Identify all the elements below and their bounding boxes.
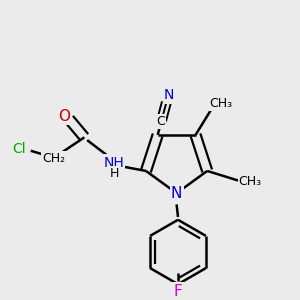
- Text: CH₃: CH₃: [209, 97, 232, 110]
- Text: CH₃: CH₃: [238, 175, 262, 188]
- Text: Cl: Cl: [13, 142, 26, 156]
- Text: H: H: [110, 167, 120, 180]
- Text: N: N: [171, 186, 182, 201]
- Text: NH: NH: [103, 155, 124, 170]
- Text: F: F: [174, 284, 182, 299]
- Text: C: C: [156, 115, 165, 128]
- Text: N: N: [164, 88, 174, 103]
- Text: CH₂: CH₂: [43, 152, 66, 164]
- Text: O: O: [58, 109, 70, 124]
